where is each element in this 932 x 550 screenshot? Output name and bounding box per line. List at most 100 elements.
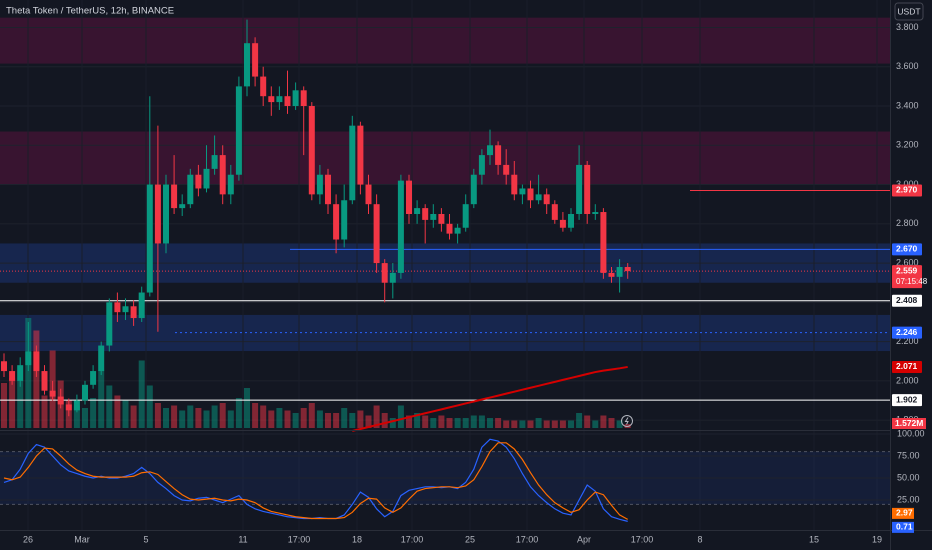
volume-bar: [130, 405, 137, 428]
volume-tag-bg: [892, 418, 926, 429]
x-tick-label: 17:00: [401, 534, 424, 544]
osc-tick-label: 75.00: [897, 450, 920, 460]
candle-body: [373, 204, 380, 264]
x-tick-label: Mar: [74, 534, 90, 544]
x-tick-label: 25: [465, 534, 475, 544]
candle-body: [527, 188, 534, 201]
volume-bar: [17, 380, 24, 428]
candle-body: [365, 184, 372, 205]
volume-bar: [600, 415, 607, 428]
volume-bar: [576, 413, 583, 428]
candle-body: [146, 184, 153, 293]
candle-body: [316, 174, 323, 195]
volume-bar: [389, 418, 396, 428]
volume-bar: [584, 415, 591, 428]
volume-bar: [260, 405, 267, 428]
osc-tag: 0.71: [896, 522, 913, 532]
level-tag: 2.670: [896, 244, 918, 254]
y-tick-label: 3.400: [896, 100, 919, 110]
candle-body: [308, 106, 315, 195]
osc-tag-bg: [892, 521, 914, 533]
candle-body: [462, 204, 469, 228]
volume-bar: [333, 413, 340, 428]
volume-bar: [25, 318, 32, 428]
volume-bar: [373, 405, 380, 428]
x-tick-label: 8: [697, 534, 702, 544]
candle-body: [592, 212, 599, 214]
levels: [0, 189, 890, 432]
candle-body: [122, 306, 129, 313]
candle-body: [154, 184, 161, 244]
candle-body: [90, 371, 97, 385]
candle-body: [171, 184, 178, 209]
volume-bar: [357, 410, 364, 428]
volume-bar: [276, 408, 283, 428]
volume-bar: [244, 388, 250, 428]
candle-body: [543, 194, 550, 205]
zone: [0, 17, 890, 64]
candle-body: [381, 263, 388, 283]
x-tick-label: 5: [143, 534, 148, 544]
candle-body: [17, 365, 24, 381]
candle-body: [138, 292, 145, 319]
candle-body: [187, 174, 194, 205]
y-tick-label: 3.800: [896, 22, 919, 32]
candle-body: [65, 404, 72, 411]
candle-body: [568, 214, 574, 228]
volume-bar: [268, 410, 275, 428]
volume-bar: [292, 413, 299, 428]
candle-body: [179, 204, 186, 209]
x-tick-label: Apr: [577, 534, 591, 544]
axes: 3.8003.6003.4003.2003.0002.8002.6002.400…: [23, 22, 928, 545]
volume-bar: [252, 403, 259, 428]
candle-body: [211, 155, 218, 169]
x-tick-label: 19: [872, 534, 882, 544]
candle-body: [616, 267, 623, 277]
candle-body: [454, 227, 461, 234]
volume-bar: [227, 410, 234, 428]
osc-tick-label: 25.00: [897, 494, 920, 504]
candle-body: [503, 164, 510, 175]
candle-body: [389, 272, 396, 283]
volume-bar: [349, 413, 356, 428]
osc-line: [3, 442, 628, 520]
candle-body: [9, 371, 16, 381]
candle-body: [487, 145, 493, 156]
candle-body: [325, 174, 331, 205]
currency-label[interactable]: USDT: [897, 6, 920, 16]
volume-bar: [559, 420, 566, 428]
volume-bar: [495, 418, 502, 428]
volume-bar: [316, 410, 323, 428]
volume-bar: [430, 418, 437, 428]
candle-body: [195, 174, 202, 189]
volume-tag: 1.572M: [895, 418, 923, 428]
candle-body: [130, 306, 137, 319]
candle-body: [203, 168, 210, 189]
volume-bar: [187, 405, 194, 428]
volume-bar: [397, 405, 404, 428]
level-tag-bg: [892, 326, 922, 339]
zone: [0, 131, 890, 185]
volume-bar: [422, 415, 429, 428]
level-tag: 2.408: [896, 295, 918, 305]
volume-bar: [503, 420, 510, 428]
candle-body: [268, 96, 275, 103]
y-tick-label: 2.800: [896, 218, 919, 228]
candle-body: [41, 371, 48, 391]
ma-tag-bg: [892, 360, 922, 373]
volume-bar: [211, 405, 218, 428]
currency-button[interactable]: [894, 2, 924, 21]
volume-bar: [519, 420, 526, 428]
osc-tick-label: 100.00: [897, 428, 925, 438]
event-icon[interactable]: [621, 415, 633, 427]
candle-body: [584, 164, 591, 214]
osc-tag: 2.97: [896, 508, 913, 518]
candle-body: [163, 184, 169, 244]
candle-body: [244, 43, 250, 87]
volume-bar: [462, 418, 469, 428]
volume-bar: [511, 420, 518, 428]
candle-body: [559, 219, 566, 228]
candle-body: [414, 208, 421, 214]
